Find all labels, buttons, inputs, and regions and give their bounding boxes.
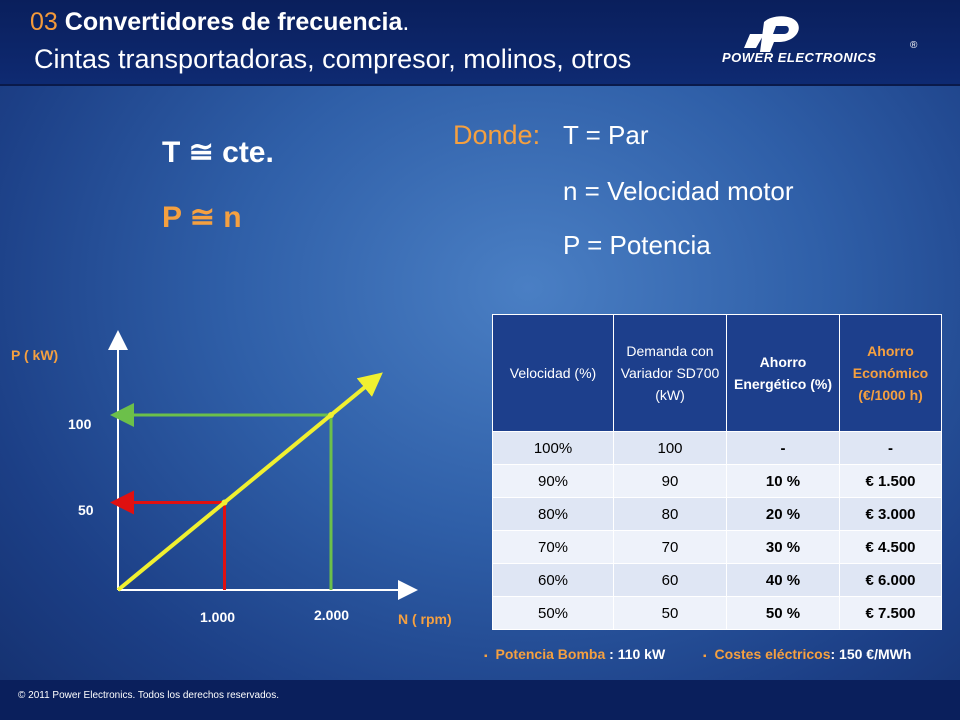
- power-speed-chart: P ( kW) N ( rpm) 50 100 1.000 2.000: [11, 330, 452, 627]
- logo-registered-mark: ®: [910, 40, 918, 51]
- title-number: 03: [30, 8, 58, 36]
- table-row: 70% 70 30 % € 4.500: [492, 530, 942, 564]
- col-velocidad: Velocidad (%): [492, 314, 614, 432]
- cell-ahorro-energetico: 10 %: [726, 464, 840, 498]
- power-formula: P ≅ n: [162, 201, 242, 234]
- cell-ahorro-economico: € 4.500: [839, 530, 942, 564]
- cell-demanda: 50: [613, 596, 727, 630]
- cell-velocidad: 70%: [492, 530, 614, 564]
- cell-velocidad: 60%: [492, 563, 614, 597]
- definition-speed: n = Velocidad motor: [563, 176, 794, 206]
- cell-ahorro-economico: € 7.500: [839, 596, 942, 630]
- pump-power-value: : 110 kW: [609, 646, 666, 662]
- slide-title: 03 Convertidores de frecuencia.: [30, 8, 409, 37]
- table-row: 80% 80 20 % € 3.000: [492, 497, 942, 531]
- cell-velocidad: 90%: [492, 464, 614, 498]
- power-electronics-logo-icon: [744, 16, 799, 52]
- savings-table: Velocidad (%) Demanda con Variador SD700…: [492, 314, 942, 630]
- data-point: [221, 499, 228, 506]
- table-header-row: Velocidad (%) Demanda con Variador SD700…: [492, 314, 942, 432]
- bullet-icon: ▪: [703, 651, 707, 662]
- header-bar: [0, 0, 960, 86]
- definitions-label: Donde:: [453, 120, 541, 150]
- cell-velocidad: 50%: [492, 596, 614, 630]
- cell-ahorro-economico: -: [839, 431, 942, 465]
- table-row: 100% 100 - -: [492, 431, 942, 465]
- cell-ahorro-energetico: 50 %: [726, 596, 840, 630]
- cell-demanda: 70: [613, 530, 727, 564]
- y-axis-label: P ( kW): [11, 347, 58, 363]
- electric-cost-label: Costes eléctricos: [714, 646, 831, 662]
- cell-ahorro-energetico: 30 %: [726, 530, 840, 564]
- y-tick-100: 100: [68, 416, 92, 432]
- cell-demanda: 100: [613, 431, 727, 465]
- cell-velocidad: 100%: [492, 431, 614, 465]
- slide-subtitle: Cintas transportadoras, compresor, molin…: [34, 44, 632, 74]
- footer-bar: [0, 680, 960, 720]
- table-row: 90% 90 10 % € 1.500: [492, 464, 942, 498]
- cell-ahorro-economico: € 1.500: [839, 464, 942, 498]
- col-ahorro-economico: Ahorro Económico (€/1000 h): [839, 314, 942, 432]
- series-line: [116, 372, 383, 592]
- copyright-text: © 2011 Power Electronics. Todos los dere…: [18, 690, 280, 701]
- cell-demanda: 90: [613, 464, 727, 498]
- col-ahorro-energetico: Ahorro Energético (%): [726, 314, 840, 432]
- definition-torque: T = Par: [563, 120, 649, 150]
- cell-ahorro-energetico: 40 %: [726, 563, 840, 597]
- cell-ahorro-economico: € 6.000: [839, 563, 942, 597]
- cell-ahorro-economico: € 3.000: [839, 497, 942, 531]
- definition-power: P = Potencia: [563, 230, 711, 260]
- cell-demanda: 60: [613, 563, 727, 597]
- title-main: Convertidores de frecuencia: [64, 8, 403, 36]
- cell-ahorro-energetico: 20 %: [726, 497, 840, 531]
- table-row: 50% 50 50 % € 7.500: [492, 596, 942, 630]
- title-suffix: .: [402, 8, 410, 36]
- cell-ahorro-energetico: -: [726, 431, 840, 465]
- cell-demanda: 80: [613, 497, 727, 531]
- data-point: [328, 412, 334, 418]
- x-tick-2000: 2.000: [314, 607, 349, 623]
- torque-formula: T ≅ cte.: [162, 136, 274, 169]
- table-row: 60% 60 40 % € 6.000: [492, 563, 942, 597]
- logo-text: POWER ELECTRONICS: [722, 50, 877, 65]
- pump-power-note: ▪ Potencia Bomba : 110 kW: [484, 646, 665, 662]
- electric-cost-note: ▪ Costes eléctricos: 150 €/MWh: [703, 646, 911, 662]
- electric-cost-value: : 150 €/MWh: [830, 646, 912, 662]
- cell-velocidad: 80%: [492, 497, 614, 531]
- col-demanda: Demanda con Variador SD700 (kW): [613, 314, 727, 432]
- x-axis-label: N ( rpm): [398, 611, 452, 627]
- y-tick-50: 50: [78, 502, 94, 518]
- x-tick-1000: 1.000: [200, 609, 235, 625]
- bullet-icon: ▪: [484, 651, 488, 662]
- pump-power-label: Potencia Bomba: [495, 646, 606, 662]
